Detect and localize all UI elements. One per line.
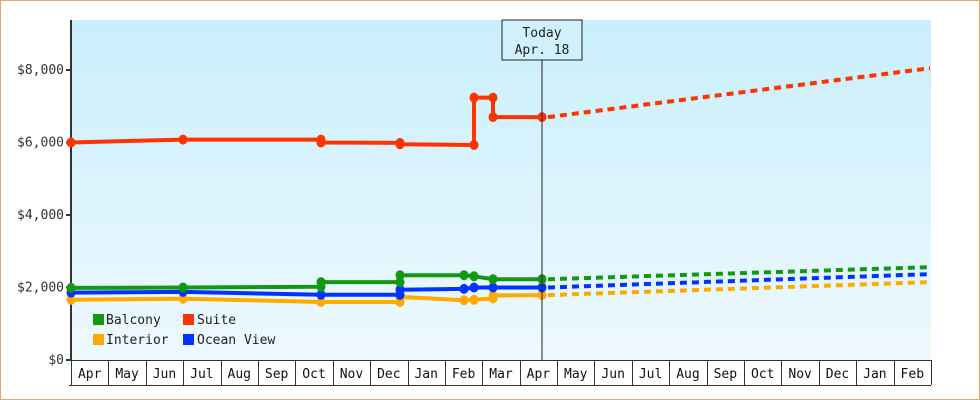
- y-tick-label: $2,000: [17, 281, 64, 296]
- data-point[interactable]: [488, 112, 498, 123]
- legend-item-ocean-view[interactable]: Ocean View: [183, 333, 275, 348]
- month-label: Oct: [302, 367, 325, 382]
- month-label: Feb: [452, 367, 476, 382]
- month-label: Jan: [414, 367, 437, 382]
- month-label: Nov: [788, 367, 812, 382]
- balcony-swatch-icon: [93, 314, 104, 325]
- y-tick-label: $6,000: [17, 136, 64, 151]
- month-label: May: [564, 367, 588, 382]
- series-balcony: [66, 265, 931, 293]
- data-point[interactable]: [316, 289, 326, 300]
- legend: Balcony Suite Interior Ocean View: [93, 313, 275, 348]
- month-label: Oct: [751, 367, 774, 382]
- interior-swatch-icon: [93, 334, 104, 345]
- month-label: Mar: [489, 367, 513, 382]
- month-label: Nov: [340, 367, 364, 382]
- data-point[interactable]: [488, 282, 498, 293]
- data-point[interactable]: [66, 282, 76, 293]
- data-point[interactable]: [469, 271, 479, 282]
- month-label: Aug: [228, 367, 251, 382]
- today-marker: Today Apr. 18: [501, 19, 583, 360]
- month-label: Jun: [153, 367, 176, 382]
- svg-text:Suite: Suite: [197, 313, 236, 328]
- plot-area: [71, 20, 931, 360]
- y-tick-label: $4,000: [17, 208, 64, 223]
- data-point[interactable]: [488, 92, 498, 103]
- month-label: Jul: [639, 367, 662, 382]
- legend-item-balcony[interactable]: Balcony: [93, 313, 161, 328]
- data-point[interactable]: [66, 294, 76, 305]
- y-tick-label: $0: [48, 353, 64, 368]
- today-date: Apr. 18: [515, 43, 570, 58]
- legend-item-suite[interactable]: Suite: [183, 313, 236, 328]
- month-label: Dec: [826, 367, 849, 382]
- data-point[interactable]: [395, 277, 405, 288]
- data-point[interactable]: [469, 92, 479, 103]
- data-point[interactable]: [178, 134, 188, 145]
- data-point[interactable]: [488, 290, 498, 301]
- data-point[interactable]: [469, 282, 479, 293]
- month-label: Apr: [527, 367, 551, 382]
- month-label: Jul: [190, 367, 213, 382]
- data-point[interactable]: [459, 283, 469, 294]
- data-point[interactable]: [395, 270, 405, 281]
- today-label: Today: [522, 26, 561, 41]
- data-point[interactable]: [459, 295, 469, 306]
- month-label: Sep: [265, 367, 289, 382]
- data-point[interactable]: [316, 277, 326, 288]
- month-label: Dec: [377, 367, 400, 382]
- series-suite: [66, 66, 931, 150]
- svg-text:Ocean View: Ocean View: [197, 333, 275, 348]
- y-tick-label: $8,000: [17, 63, 64, 78]
- data-point[interactable]: [395, 284, 405, 295]
- suite-swatch-icon: [183, 314, 194, 325]
- ocean-view-swatch-icon: [183, 334, 194, 345]
- data-point[interactable]: [395, 139, 405, 150]
- month-label: Jun: [601, 367, 624, 382]
- legend-item-interior[interactable]: Interior: [93, 333, 169, 348]
- data-point[interactable]: [488, 274, 498, 285]
- series-ocean-view: [66, 272, 931, 300]
- month-label: Sep: [714, 367, 738, 382]
- data-point[interactable]: [316, 137, 326, 148]
- series-layer: [66, 66, 931, 307]
- data-point[interactable]: [316, 297, 326, 307]
- data-point[interactable]: [66, 137, 76, 148]
- data-point[interactable]: [469, 294, 479, 305]
- month-label: Feb: [901, 367, 925, 382]
- month-label: May: [115, 367, 139, 382]
- x-axis: Apr May Jun Jul Aug Sep Oct Nov Dec Jan Feb Mar Apr M…: [69, 360, 932, 386]
- data-point[interactable]: [178, 282, 188, 293]
- y-axis: $0 $2,000 $4,000 $6,000 $8,000: [17, 20, 72, 368]
- month-label: Apr: [78, 367, 102, 382]
- data-point[interactable]: [469, 140, 479, 150]
- month-label: Jan: [863, 367, 886, 382]
- svg-text:Interior: Interior: [106, 333, 169, 348]
- data-point[interactable]: [459, 270, 469, 281]
- svg-text:Balcony: Balcony: [106, 313, 161, 328]
- month-label: Aug: [676, 367, 699, 382]
